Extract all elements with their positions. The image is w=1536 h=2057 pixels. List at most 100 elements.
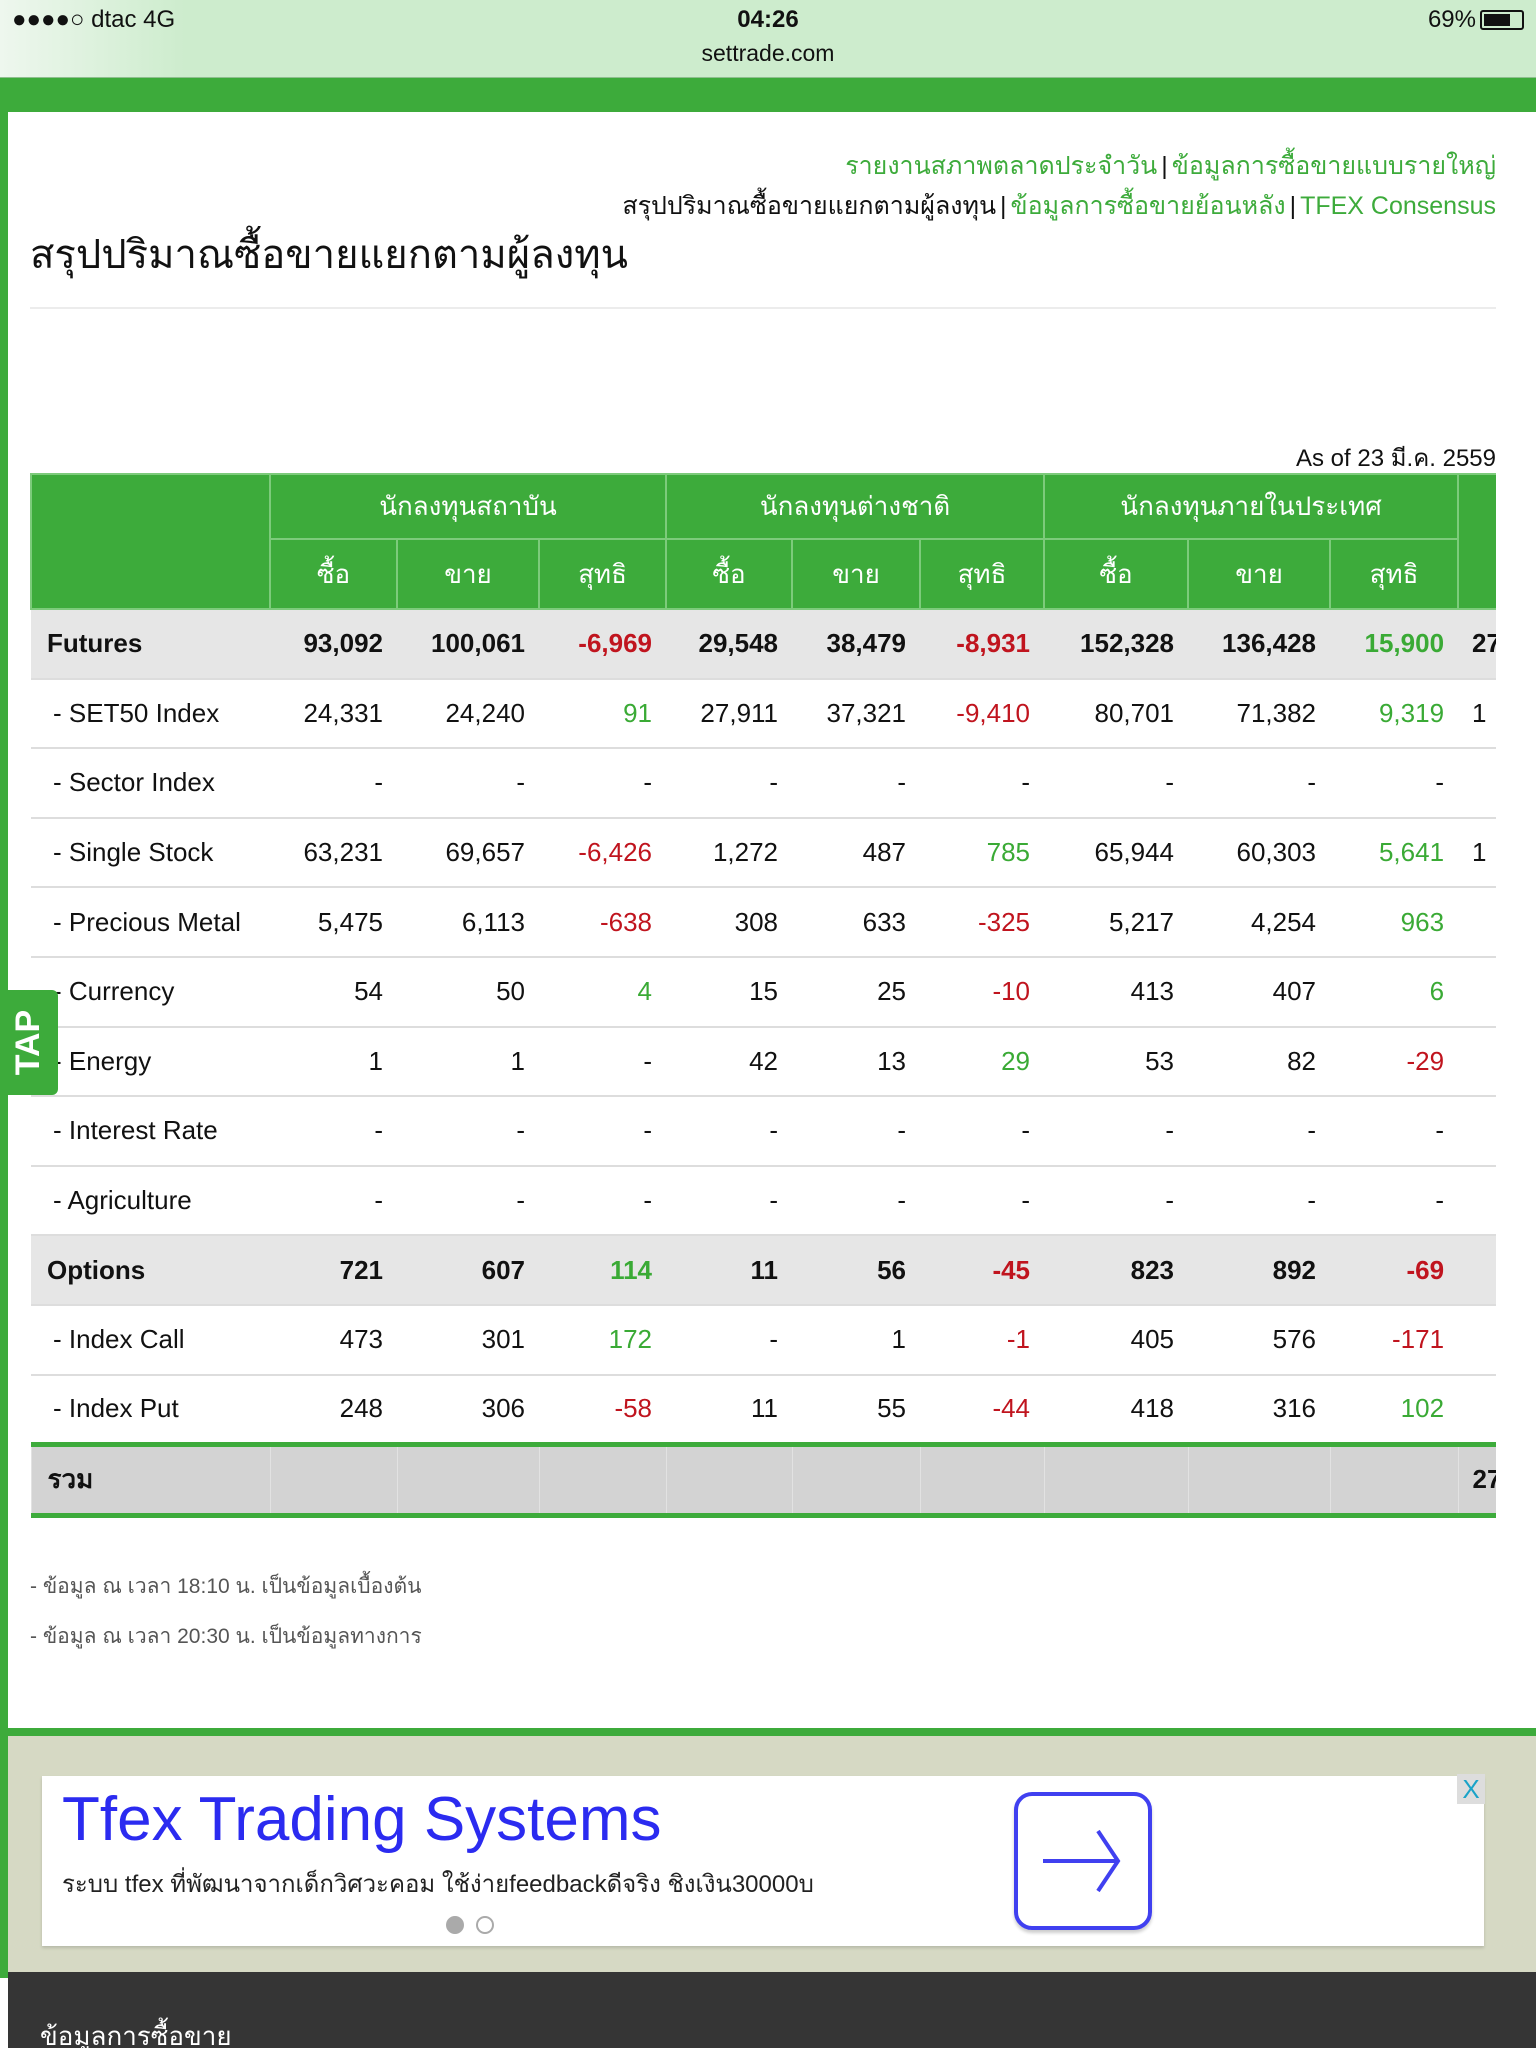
cell-value: 4 <box>539 956 667 1028</box>
cell-value: 13 <box>792 1026 921 1098</box>
cell-value: 11 <box>666 1374 793 1446</box>
subheader-net: สุทธิ <box>537 538 668 610</box>
row-label: Options <box>31 1235 270 1306</box>
cell-value: 15 <box>666 956 793 1028</box>
cell-value: 37,321 <box>792 678 921 750</box>
subheader-sell: ขาย <box>1187 538 1332 610</box>
cell-value: 24,331 <box>270 678 397 750</box>
page-dot[interactable] <box>476 1916 494 1934</box>
subheader-sell: ขาย <box>791 538 922 610</box>
ad-go-button[interactable] <box>1014 1792 1152 1930</box>
cell-value: 1 <box>1458 817 1496 889</box>
ad-description: ระบบ tfex ที่พัฒนาจากเด็กวิศวะคอม ใช้ง่า… <box>62 1871 814 1898</box>
row-label: Futures <box>31 609 270 680</box>
tap-label: TAP <box>9 1009 48 1076</box>
cell-value: - <box>1330 1165 1459 1237</box>
cell-value: - <box>1044 1165 1189 1237</box>
cell-value: 1 <box>397 1026 539 1098</box>
cell-value: 152,328 <box>1044 609 1189 680</box>
cell-value: 172 <box>539 1304 667 1376</box>
cell-value: -69 <box>1330 1235 1459 1306</box>
divider <box>30 307 1496 309</box>
cell-value: 4,254 <box>1188 887 1331 958</box>
cell-value: -8,931 <box>920 609 1045 680</box>
cell-value: - <box>1188 1165 1331 1237</box>
as-of-date: As of 23 มี.ค. 2559 <box>1296 445 1496 472</box>
cell-value: 785 <box>920 817 1045 889</box>
tap-side-tab[interactable]: TAP <box>0 990 58 1095</box>
cell-value: 60,303 <box>1188 817 1331 889</box>
ad-close-button[interactable]: X <box>1457 1774 1485 1804</box>
cell-value: 418 <box>1044 1374 1189 1446</box>
cell-value: -1 <box>920 1304 1045 1376</box>
cell-value: 1 <box>270 1026 397 1098</box>
cell-value: 1,272 <box>666 817 793 889</box>
cell-value: 25 <box>792 956 921 1028</box>
ad-banner[interactable]: Tfex Trading Systems ระบบ tfex ที่พัฒนาจ… <box>42 1776 1484 1946</box>
row-label: - Single Stock <box>31 817 270 889</box>
cell-value: 248 <box>270 1374 397 1446</box>
cell-value <box>1458 1235 1496 1306</box>
clock: 04:26 <box>737 6 799 33</box>
row-label: - Index Put <box>31 1374 270 1446</box>
cell-value: 5,641 <box>1330 817 1459 889</box>
cell-value: -44 <box>920 1374 1045 1446</box>
cell-value: -325 <box>920 887 1045 958</box>
table-row: - Currency 54 50 4 15 25 -10 413 407 6 <box>31 956 1496 1028</box>
subheader-buy: ซื้อ <box>269 538 398 610</box>
header-blank <box>30 473 271 610</box>
cell-value: 50 <box>397 956 539 1028</box>
cell-value: 65,944 <box>1044 817 1189 889</box>
ad-pagination[interactable] <box>446 1916 494 1934</box>
link-summary-current: สรุปปริมาณซื้อขายแยกตามผู้ลงทุน <box>622 192 997 220</box>
cell-value: 82 <box>1188 1026 1331 1098</box>
cell-value <box>791 1441 921 1518</box>
table-row: - Agriculture - - - - - - - - - <box>31 1165 1496 1237</box>
investor-summary-table-wrapper[interactable]: นักลงทุนสถาบัน นักลงทุนต่างชาติ นักลงทุน… <box>30 473 1496 1518</box>
cell-value: 80,701 <box>1044 678 1189 750</box>
cell-value <box>1329 1441 1459 1518</box>
cell-value: 576 <box>1188 1304 1331 1376</box>
carrier-signal: ●●●●○ dtac 4G <box>12 6 176 33</box>
cell-value: 301 <box>397 1304 539 1376</box>
row-label: - Sector Index <box>31 748 270 819</box>
cell-value: - <box>1330 1096 1459 1167</box>
cell-value: - <box>1044 748 1189 819</box>
link-tfex-consensus[interactable]: TFEX Consensus <box>1300 192 1496 220</box>
cell-value: 1 <box>792 1304 921 1376</box>
cell-value <box>1458 956 1496 1028</box>
cell-value: - <box>1188 748 1331 819</box>
row-label: - Energy <box>31 1026 270 1098</box>
link-history[interactable]: ข้อมูลการซื้อขายย้อนหลัง <box>1010 192 1286 220</box>
row-label: - Currency <box>31 956 270 1028</box>
cell-value: - <box>792 748 921 819</box>
row-label: - Interest Rate <box>31 1096 270 1167</box>
cell-value <box>269 1441 397 1518</box>
group-header-local: นักลงทุนภายในประเทศ <box>1043 473 1460 540</box>
cell-value <box>1458 1165 1496 1237</box>
investor-summary-table: นักลงทุนสถาบัน นักลงทุนต่างชาติ นักลงทุน… <box>30 473 1496 1518</box>
cell-value: 473 <box>270 1304 397 1376</box>
link-large-trade[interactable]: ข้อมูลการซื้อขายแบบรายใหญ่ <box>1171 152 1496 180</box>
cell-value: - <box>270 748 397 819</box>
table-row: - SET50 Index 24,331 24,240 91 27,911 37,321-… <box>31 678 1496 750</box>
page-dot-active[interactable] <box>446 1916 464 1934</box>
url-bar[interactable]: settrade.com <box>701 40 835 66</box>
cell-value: - <box>397 748 539 819</box>
table-row: - Precious Metal 5,475 6,113 -638 308 633 -325… <box>31 887 1496 958</box>
cell-value: - <box>1330 748 1459 819</box>
table-row: Futures 93,092 100,061 -6,969 29,548 38,479 -8… <box>31 609 1496 680</box>
row-label: - SET50 Index <box>31 678 270 750</box>
row-label: - Agriculture <box>31 1165 270 1237</box>
cell-value: 15,900 <box>1330 609 1459 680</box>
cell-value: - <box>792 1165 921 1237</box>
link-daily-report[interactable]: รายงานสภาพตลาดประจำวัน <box>845 152 1158 180</box>
table-row: - Sector Index - - - - - - - - - <box>31 748 1496 819</box>
nav-links-row-1: รายงานสภาพตลาดประจำวัน | ข้อมูลการซื้อขายแ… <box>845 146 1496 186</box>
ad-headline[interactable]: Tfex Trading Systems <box>62 1785 662 1854</box>
cell-value: 114 <box>539 1235 667 1306</box>
cell-value <box>1187 1441 1331 1518</box>
site-header-bar <box>0 78 1536 112</box>
cell-value: 5,475 <box>270 887 397 958</box>
separator: | <box>1161 152 1168 180</box>
